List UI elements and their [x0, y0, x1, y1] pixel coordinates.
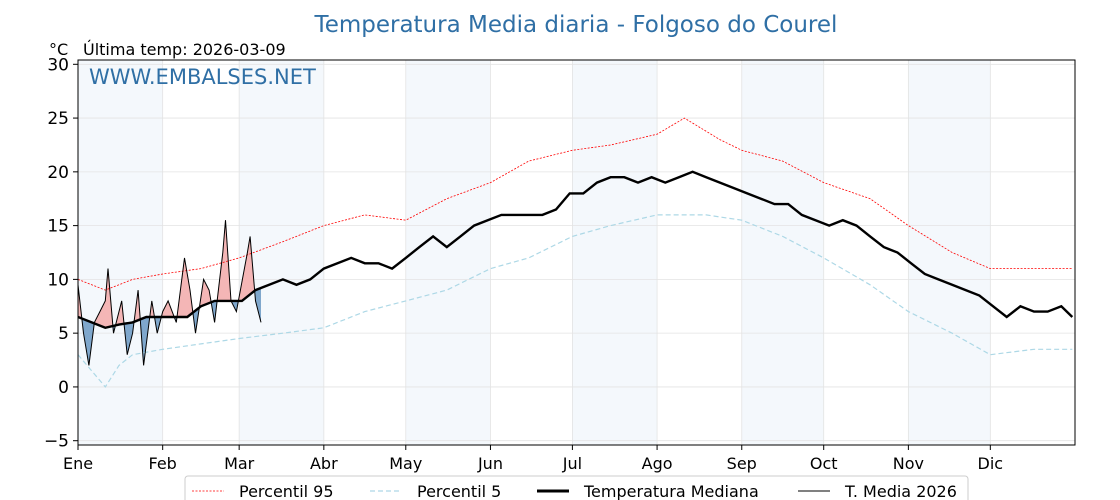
legend-p95-label: Percentil 95	[239, 482, 334, 500]
month-band	[908, 60, 991, 445]
month-band	[78, 60, 163, 445]
x-tick-label: Mar	[224, 454, 255, 473]
y-tick-label: 5	[58, 324, 69, 344]
x-tick-label: Abr	[310, 454, 338, 473]
y-tick-label: 30	[47, 55, 69, 75]
y-axis-unit: °C	[49, 40, 68, 59]
month-band	[572, 60, 658, 445]
percentile-5-line	[78, 214, 1073, 388]
x-tick-label: Jul	[562, 454, 582, 473]
current-year-line	[78, 220, 262, 366]
month-band	[741, 60, 824, 445]
legend: Percentil 95 Percentil 5 Temperatura Med…	[184, 475, 969, 500]
y-tick-label: 20	[47, 163, 69, 183]
last-temp-label: Última temp: 2026-03-09	[83, 40, 286, 59]
y-tick-label: 25	[47, 109, 69, 129]
watermark: WWW.EMBALSES.NET	[89, 65, 316, 89]
above-median-fill	[78, 220, 261, 328]
percentile-95-line	[78, 117, 1073, 291]
x-tick-label: Ago	[642, 454, 673, 473]
x-tick-label: Jun	[477, 454, 503, 473]
y-tick-label: 0	[58, 378, 69, 398]
x-tick-label: Ene	[63, 454, 93, 473]
median-line	[78, 170, 1074, 330]
y-tick-label: 10	[47, 270, 69, 290]
x-tick-label: Sep	[727, 454, 757, 473]
y-tick-label: −5	[44, 432, 69, 452]
x-tick-label: Oct	[810, 454, 838, 473]
x-tick-label: Dic	[978, 454, 1004, 473]
legend-p5-label: Percentil 5	[417, 482, 501, 500]
x-tick-label: Feb	[149, 454, 177, 473]
legend-median-label: Temperatura Mediana	[583, 482, 759, 500]
x-tick-label: May	[389, 454, 422, 473]
x-tick-label: Nov	[893, 454, 924, 473]
y-tick-label: 15	[47, 217, 69, 237]
month-band	[405, 60, 491, 445]
chart-title: Temperatura Media diaria - Folgoso do Co…	[314, 12, 838, 38]
plot-frame	[77, 59, 1076, 446]
legend-current-label: T. Media 2026	[844, 482, 957, 500]
